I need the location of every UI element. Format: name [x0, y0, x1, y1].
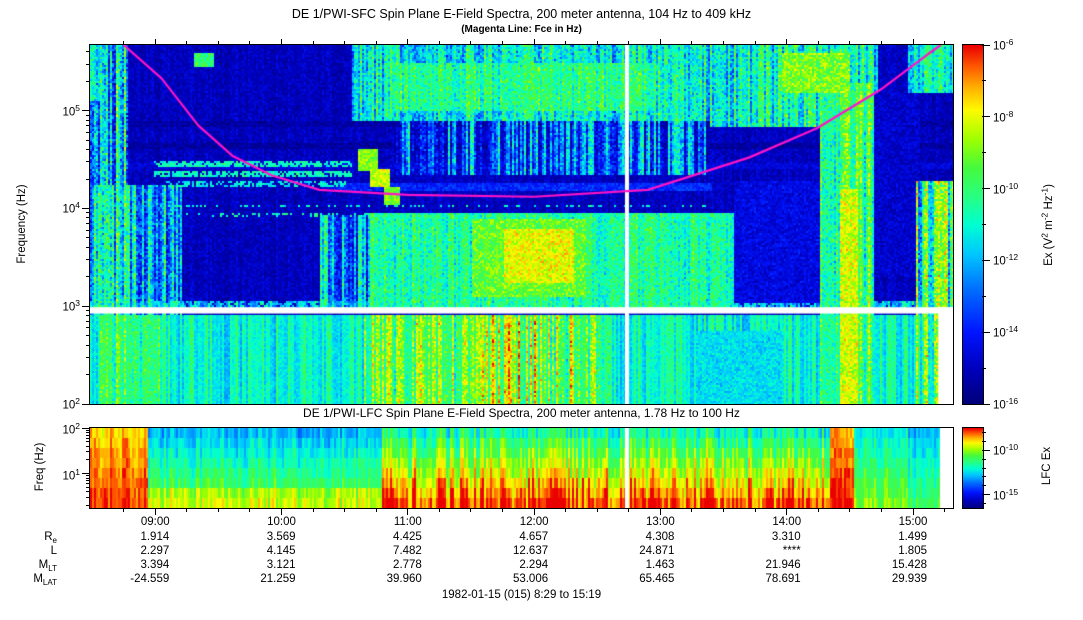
ephemeris-row-label: Re [44, 531, 57, 545]
time-tick-label: 14:00 [772, 516, 802, 528]
time-tick-label: 10:00 [267, 516, 296, 528]
time-tick-label: 13:00 [646, 516, 675, 528]
ephemeris-value: 12.637 [512, 545, 549, 557]
page-title: DE 1/PWI-SFC Spin Plane E-Field Spectra,… [291, 7, 752, 21]
ephemeris-value: 3.394 [140, 559, 170, 571]
ephemeris-row-label: L [50, 545, 57, 557]
time-tick-label: 12:00 [519, 516, 549, 528]
ephemeris-value: 3.569 [266, 531, 296, 543]
ephemeris-value: **** [782, 545, 801, 557]
ephemeris-value: 4.657 [519, 531, 549, 543]
ephemeris-value: -24.559 [130, 573, 170, 585]
ephemeris-value: 24.871 [639, 545, 675, 557]
lfc-colorbar-canvas [963, 428, 983, 508]
ephemeris-value: 1.805 [898, 545, 927, 557]
time-tick-label: 09:00 [140, 516, 170, 528]
time-tick-label: 15:00 [898, 516, 928, 528]
ephemeris-value: 29.939 [891, 573, 927, 585]
ephemeris-value: 4.145 [266, 545, 296, 557]
ephemeris-value: 2.297 [140, 545, 170, 557]
ephemeris-value: 15.428 [891, 559, 927, 571]
ephemeris-value: 39.960 [386, 573, 422, 585]
lfc-spectrogram-canvas [90, 428, 953, 508]
footer-caption: 1982-01-15 (015) 8:29 to 15:19 [441, 589, 602, 601]
page-subtitle: (Magenta Line: Fce in Hz) [461, 24, 582, 35]
ephemeris-value: 65.465 [639, 573, 675, 585]
ephemeris-value: 2.294 [519, 559, 549, 571]
sfc-spectrogram-canvas [90, 45, 953, 404]
ephemeris-value: 4.425 [393, 531, 422, 543]
ephemeris-value: 3.121 [266, 559, 296, 571]
ephemeris-value: 4.308 [645, 531, 675, 543]
lfc-title: DE 1/PWI-LFC Spin Plane E-Field Spectra,… [303, 406, 740, 420]
ephemeris-value: 1.463 [645, 559, 675, 571]
ephemeris-value: 1.499 [898, 531, 927, 543]
ephemeris-value: 21.946 [765, 559, 801, 571]
ephemeris-value: 7.482 [393, 545, 422, 557]
ephemeris-row-label: MLAT [33, 573, 57, 587]
ephemeris-value: 1.914 [140, 531, 170, 543]
ephemeris-value: 78.691 [765, 573, 801, 585]
sfc-colorbar-canvas [963, 45, 983, 404]
ephemeris-value: 2.778 [393, 559, 422, 571]
time-tick-label: 11:00 [393, 516, 422, 528]
ephemeris-value: 3.310 [771, 531, 801, 543]
ephemeris-row-label: MLT [38, 559, 57, 573]
ephemeris-value: 21.259 [260, 573, 296, 585]
ephemeris-value: 53.006 [512, 573, 549, 585]
